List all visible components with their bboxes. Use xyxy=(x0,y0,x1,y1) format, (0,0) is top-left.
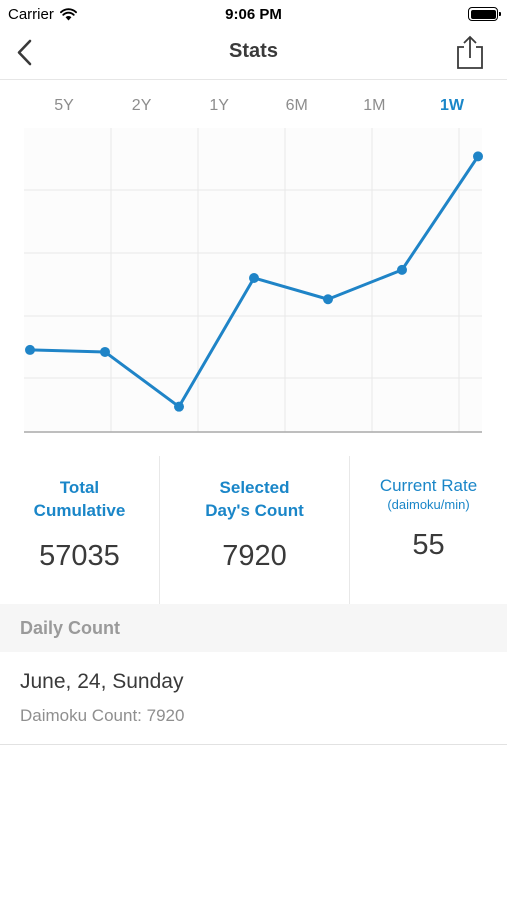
tab-1m[interactable]: 1M xyxy=(363,97,386,114)
carrier-label: Carrier xyxy=(8,6,54,23)
tab-5y[interactable]: 5Y xyxy=(54,97,74,114)
daily-count-value: Daimoku Count: 7920 xyxy=(20,706,185,725)
stat-total-label: Total Cumulative xyxy=(0,456,159,522)
data-point-1[interactable] xyxy=(25,344,35,355)
battery-icon xyxy=(468,7,501,21)
back-button[interactable] xyxy=(12,38,40,68)
section-header-daily-count: Daily Count xyxy=(0,604,507,652)
stats-summary: Total Cumulative 57035 Selected Day's Co… xyxy=(0,456,507,604)
tab-2y[interactable]: 2Y xyxy=(131,97,152,114)
nav-bar: Stats xyxy=(0,28,507,80)
stat-selected-value: 7920 xyxy=(222,540,287,572)
tab-1y[interactable]: 1Y xyxy=(209,97,229,114)
stat-total-cumulative: Total Cumulative 57035 xyxy=(0,456,160,604)
data-point-6[interactable] xyxy=(397,264,407,275)
stat-rate-unit: (daimoku/min) xyxy=(387,497,470,512)
stat-total-label-line1: Total xyxy=(59,478,100,497)
data-point-3[interactable] xyxy=(174,401,184,412)
data-point-5[interactable] xyxy=(323,294,333,305)
data-point-7[interactable] xyxy=(473,151,483,162)
data-point-4[interactable] xyxy=(249,272,259,283)
page-title: Stats xyxy=(229,40,278,62)
stat-total-label-line2: Cumulative xyxy=(33,501,126,520)
stat-total-value: 57035 xyxy=(39,540,120,572)
status-time: 9:06 PM xyxy=(225,6,282,23)
share-button[interactable] xyxy=(453,34,487,70)
daily-date: June, 24, Sunday xyxy=(20,670,184,693)
chart-grid-horizontal xyxy=(24,189,482,379)
carrier: Carrier xyxy=(8,6,77,23)
series-points xyxy=(25,151,483,412)
wifi-icon xyxy=(59,8,77,21)
data-point-2[interactable] xyxy=(100,346,110,357)
chart-grid-vertical xyxy=(110,128,460,432)
stat-rate-value: 55 xyxy=(412,529,445,561)
daily-count-row[interactable]: June, 24, Sunday Daimoku Count: 7920 xyxy=(0,652,507,745)
stat-rate-label: Current Rate xyxy=(379,476,478,495)
daily-count-chart[interactable] xyxy=(0,128,507,436)
stat-selected-label-line1: Selected xyxy=(219,478,290,497)
tab-1w[interactable]: 1W xyxy=(439,97,464,114)
stat-selected-label: Selected Day's Count xyxy=(160,456,349,522)
tab-6m[interactable]: 6M xyxy=(285,97,308,114)
stat-selected-day: Selected Day's Count 7920 xyxy=(160,456,350,604)
range-tabs: 5Y 2Y 1Y 6M 1M 1W xyxy=(20,97,482,123)
stat-current-rate: Current Rate (daimoku/min) 55 xyxy=(350,456,507,604)
stat-selected-label-line2: Day's Count xyxy=(205,501,304,520)
status-bar: Carrier 9:06 PM xyxy=(0,0,507,28)
